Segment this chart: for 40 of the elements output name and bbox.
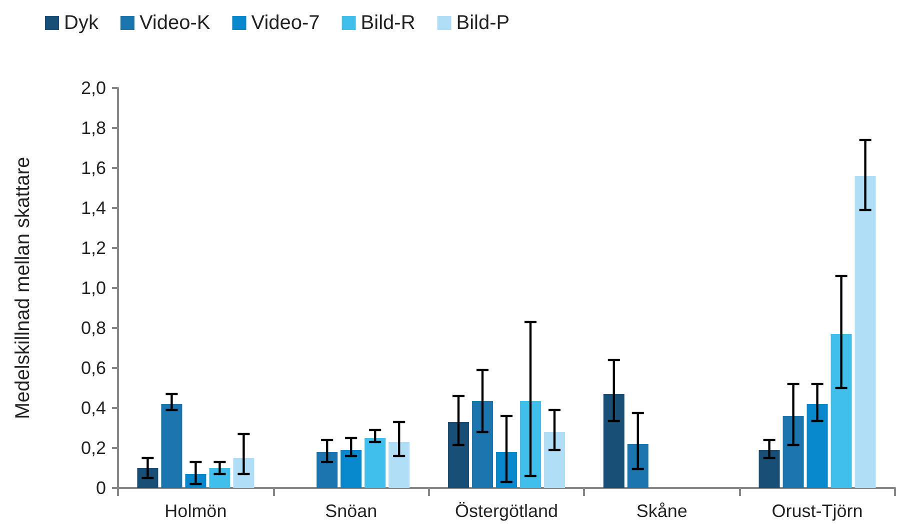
x-tick-label: Skåne xyxy=(636,501,688,521)
y-tick-label: 0,6 xyxy=(80,358,106,378)
y-tick-label: 1,6 xyxy=(80,158,106,178)
bar xyxy=(806,404,828,488)
bar xyxy=(209,468,230,488)
bar xyxy=(830,334,852,488)
bar xyxy=(388,442,410,488)
y-tick-label: 2,0 xyxy=(80,78,106,98)
y-tick-label: 0,4 xyxy=(80,398,106,418)
legend-label: Video-7 xyxy=(251,12,320,34)
y-tick-label: 1,2 xyxy=(80,238,106,258)
bar xyxy=(364,438,386,488)
bar xyxy=(544,432,565,488)
y-axis-title: Medelskillnad mellan skattare xyxy=(12,156,34,420)
bar xyxy=(854,176,876,488)
bar xyxy=(758,450,780,488)
bar xyxy=(472,401,493,488)
bar xyxy=(161,404,182,488)
bar xyxy=(603,394,624,488)
bar xyxy=(782,416,804,488)
bar xyxy=(340,450,362,488)
y-tick-label: 1,0 xyxy=(80,278,106,298)
bar xyxy=(316,452,338,488)
x-tick-label: Snöan xyxy=(325,501,378,521)
y-tick-label: 1,8 xyxy=(80,118,106,138)
y-tick-label: 0,2 xyxy=(80,438,106,458)
bar xyxy=(520,401,541,488)
legend-label: Dyk xyxy=(64,12,100,34)
bar xyxy=(233,458,254,488)
bar xyxy=(448,422,469,488)
x-tick-label: Östergötland xyxy=(454,501,558,521)
y-tick-label: 0 xyxy=(96,478,106,498)
x-tick-label: Holmön xyxy=(164,501,227,521)
bar xyxy=(627,444,648,488)
legend-label: Video-K xyxy=(139,12,211,34)
y-tick-label: 1,4 xyxy=(80,198,106,218)
legend-label: Bild-P xyxy=(456,12,510,34)
y-tick-label: 0,8 xyxy=(80,318,106,338)
legend-label: Bild-R xyxy=(360,12,416,34)
x-tick-label: Orust-Tjörn xyxy=(772,501,863,521)
